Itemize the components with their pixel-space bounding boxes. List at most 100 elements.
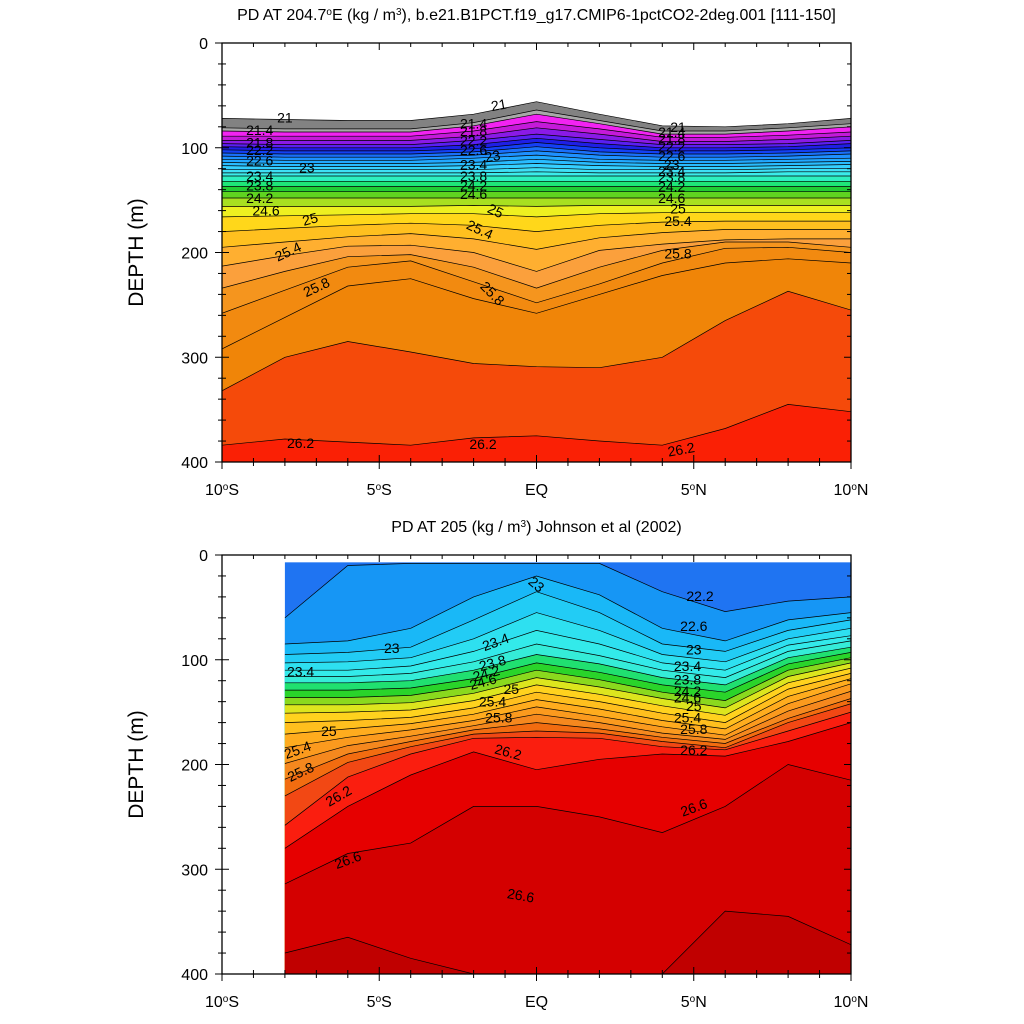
x-tick-label: 5oS: [367, 994, 392, 1012]
contour-line-24.8: [284, 667, 851, 716]
contour-line-23.8: [284, 640, 851, 678]
x-tick-label: 10oS: [205, 482, 239, 500]
contour-label: 23.4: [658, 163, 685, 179]
contour-label: 22.6: [680, 618, 707, 634]
contour-line-21: [222, 109, 851, 132]
panel-johnson-obs: 2323.42525.425.826.226.62323.423.824.224…: [125, 519, 868, 1012]
contour-label: 21.4: [246, 122, 273, 138]
contour-line-21.4: [222, 121, 851, 138]
contour-label: 23.8: [658, 169, 685, 185]
contour-label: 25: [670, 201, 686, 217]
contour-line-22.8: [284, 563, 851, 619]
contour-label: 23: [299, 160, 315, 176]
y-tick-label: 100: [181, 653, 208, 670]
contour-label: 24.2: [246, 190, 273, 206]
contour-label: 22.6: [246, 152, 273, 168]
contour-fill-26.2: [222, 404, 851, 462]
contour-label: 22.2: [658, 139, 685, 155]
contour-label: 21.4: [460, 116, 487, 132]
contour-line-26: [222, 258, 851, 350]
contour-label: 22.2: [686, 588, 713, 604]
contour-label: 24.2: [460, 178, 487, 194]
contour-line-25.6: [284, 690, 851, 764]
y-tick-label: 400: [181, 455, 208, 472]
contour-line-26.1: [222, 290, 851, 392]
chart-title: PD AT 204.7oE (kg / m3), b.e21.B1PCT.f19…: [237, 7, 836, 25]
contour-label: 21: [277, 109, 293, 125]
contour-line-25.6: [222, 238, 851, 272]
contour-line-23.6: [284, 630, 851, 671]
contour-line-23: [284, 575, 851, 645]
contour-line-21.6: [222, 127, 851, 142]
plot-area: [284, 562, 851, 974]
contour-line-24.6: [284, 662, 851, 709]
x-tick-label: 5oN: [681, 994, 707, 1012]
contour-line-24.8: [222, 205, 851, 207]
contour-line-26.2: [222, 404, 851, 446]
contour-line-23.4: [222, 167, 851, 171]
contour-label: 26.2: [287, 435, 314, 451]
contour-label: 21: [490, 96, 508, 114]
contour-line-23: [222, 158, 851, 164]
contour-label: 25: [504, 681, 520, 697]
contour-label: 23.8: [477, 652, 508, 675]
y-tick-label: 200: [181, 246, 208, 263]
contour-label: 25.4: [664, 213, 691, 229]
contour-line-24.2: [284, 652, 851, 693]
y-tick-label: 100: [181, 141, 208, 158]
contour-label: 22.6: [460, 142, 487, 158]
contour-line-25.2: [284, 678, 851, 735]
contour-label: 22.6: [658, 148, 685, 164]
y-tick-label: 0: [199, 548, 208, 565]
y-tick-label: 300: [181, 862, 208, 879]
contour-line-23.2: [284, 591, 851, 655]
contour-label: 21.4: [658, 124, 685, 140]
contour-line-25: [222, 212, 851, 218]
contour-line-22.4: [222, 146, 851, 155]
contour-label: 23: [686, 641, 702, 657]
contour-line-24.4: [284, 657, 851, 701]
x-tick-label: 5oN: [681, 482, 707, 500]
contour-label: 25: [485, 200, 506, 221]
contour-label: 23: [384, 640, 400, 656]
contour-label: 26.2: [469, 436, 496, 452]
x-tick-label: EQ: [525, 994, 548, 1011]
y-tick-label: 200: [181, 758, 208, 775]
contour-label: 26.2: [666, 439, 696, 460]
x-tick-label: 10oN: [834, 994, 869, 1012]
contour-label: 21.8: [246, 135, 273, 151]
contour-label: 23: [664, 157, 680, 173]
contour-label: 25.8: [664, 246, 691, 262]
contour-label: 22.2: [246, 142, 273, 158]
contour-label: 25: [321, 723, 337, 739]
contour-label: 23.8: [674, 672, 701, 688]
y-axis-label: DEPTH (m): [125, 198, 148, 307]
contour-label: 25: [686, 698, 702, 714]
contour-line-22.6: [222, 150, 851, 158]
contour-fill-26.6: [284, 764, 851, 974]
y-tick-label: 300: [181, 350, 208, 367]
contour-line-25.2: [222, 220, 851, 232]
contour-label: 21.8: [658, 130, 685, 146]
contour-line-25.8: [222, 241, 851, 289]
contour-line-21.2: [222, 113, 851, 135]
contour-line-23.6: [222, 171, 851, 174]
plot-area: [222, 101, 851, 462]
contour-line-22.8: [222, 154, 851, 161]
contour-label: 21.8: [460, 123, 487, 139]
contour-line-25.4: [284, 683, 851, 749]
contour-label: 23.8: [246, 178, 273, 194]
y-tick-label: 400: [181, 967, 208, 984]
contour-line-25.4: [222, 229, 851, 250]
contour-label: 23.4: [674, 658, 701, 674]
contour-label: 24.2: [471, 662, 502, 685]
contour-label: 24.6: [674, 690, 701, 706]
contour-label: 24.2: [674, 683, 701, 699]
contour-label: 23: [483, 147, 501, 165]
contour-label: 23.4: [287, 663, 314, 679]
x-tick-label: 10oS: [205, 994, 239, 1012]
contour-label: 24.2: [658, 179, 685, 195]
contour-label: 24.6: [460, 186, 487, 202]
contour-line-24: [284, 646, 851, 686]
